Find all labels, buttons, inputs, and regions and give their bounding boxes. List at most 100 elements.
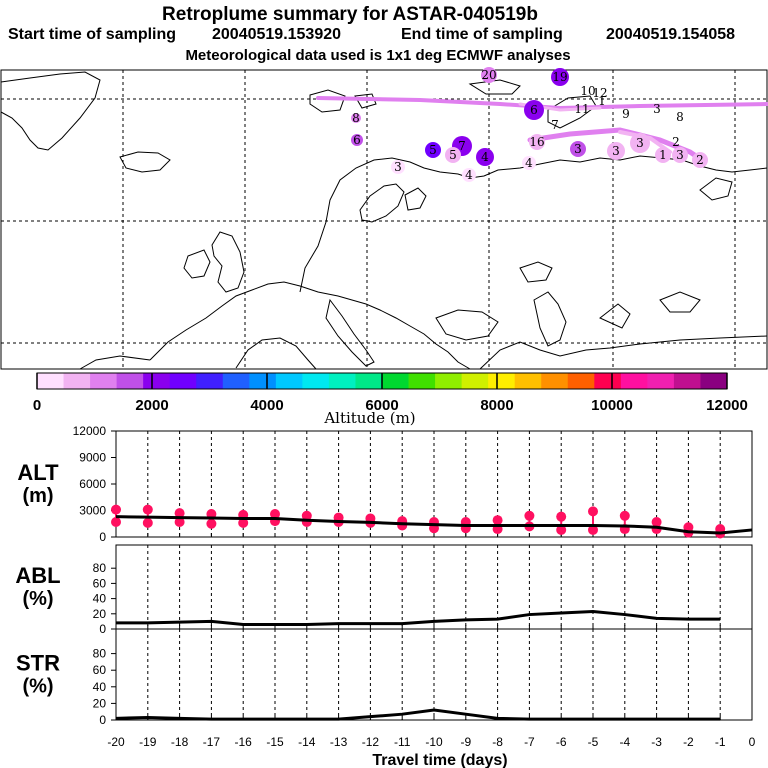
plume-day-label: 2 [696,153,704,167]
panel-y-tick-label: 0 [99,713,106,727]
plume-day-label: 3 [653,102,661,116]
plume-centroid-circle [522,156,536,170]
panel-y-tick-label: 3000 [79,504,106,518]
panel-unit-abl: (%) [22,588,53,610]
panel-unit-alt: (m) [22,485,53,507]
plume-centroid-circle [551,68,569,86]
plume-day-label: 11 [574,102,589,116]
plume-day-label: 20 [481,68,496,82]
plume-day-label: 12 [592,86,607,100]
colorbar-tick-label: 6000 [365,397,398,414]
panel-title-alt: ALT [17,460,59,485]
colorbar-swatch [461,373,489,389]
met-data-line: Meteorological data used is 1x1 deg ECMW… [185,47,570,64]
plume-centroid-circle [351,113,361,123]
plume-day-label: 6 [530,103,538,117]
panel-y-tick-label: 40 [93,592,107,606]
plume-centroid-circle [529,134,545,150]
start-time-value: 20040519.153920 [212,26,341,43]
colorbar-tick-label: 4000 [250,397,283,414]
plume-centroid-circle [425,142,441,158]
map-gridlines [1,70,767,369]
x-tick-label: -1 [715,735,726,749]
plume-centroid-circle [655,147,671,163]
x-tick-label: -8 [492,735,503,749]
colorbar-swatch [541,373,569,389]
panel-y-tick-label: 60 [93,663,107,677]
plume-day-label: 8 [352,111,360,125]
map-frame [0,69,768,370]
panel-y-tick-label: 9000 [79,451,106,465]
colorbar-swatch [382,373,410,389]
x-tick-label: -12 [362,735,380,749]
plume-centroid-circle [630,133,650,153]
plume-day-label: 4 [525,156,533,170]
plume-centroid-circle [476,148,494,166]
plume-day-label: 3 [394,160,402,174]
plume-day-label: 9 [622,107,630,121]
panel-y-tick-label: 12000 [73,424,107,438]
plume-centroid-circle [462,168,476,182]
plume-centroid-circle [391,160,405,174]
plume-day-label: 3 [636,136,644,150]
colorbar-swatch [169,373,197,389]
plume-day-label: 3 [676,148,684,162]
colorbar-swatch [408,373,436,389]
colorbar-swatch [488,373,516,389]
abl-line [116,610,721,626]
end-time-value: 20040519.154058 [606,26,735,43]
plume-day-label: 4 [465,168,473,182]
x-tick-label: -2 [683,735,694,749]
plume-day-label: 1 [659,148,667,162]
altitude-colorbar: 0 2000 4000 6000 8000 10000 12000 [33,372,748,414]
plume-centroid-circle [607,142,625,160]
colorbar-tick-label: 12000 [706,397,748,414]
panel-unit-str: (%) [22,676,53,698]
colorbar-swatch [249,373,277,389]
colorbar-swatch [328,373,356,389]
colorbar-swatch [90,373,118,389]
plume-day-label: 8 [676,110,684,124]
colorbar-label: Altitude (m) [323,409,415,427]
x-axis-title: Travel time (days) [372,752,507,768]
colorbar-tick-label: 10000 [591,397,633,414]
x-tick-label: -6 [556,735,567,749]
colorbar-swatch [222,373,250,389]
coastlines [0,71,768,370]
colorbar-swatch [673,373,701,389]
x-tick-label: -5 [588,735,599,749]
plume-centroid-circle [524,100,544,120]
colorbar-tick-label: 8000 [480,397,513,414]
plume-centroid-circle [672,147,688,163]
plume-day-label: 3 [574,142,582,156]
str-line [115,708,721,721]
x-tick-label: -9 [460,735,471,749]
plume-centroid-circle [445,147,461,163]
x-tick-label: -18 [171,735,189,749]
end-time-label: End time of sampling [401,26,563,43]
colorbar-swatch [275,373,303,389]
x-tick-label: -15 [266,735,284,749]
x-tick-label: -4 [619,735,630,749]
plume-day-label: 7 [551,118,559,132]
plume-day-label: 19 [552,70,567,84]
x-tick-label: -17 [203,735,221,749]
colorbar-swatch [37,373,65,389]
x-tick-label: -19 [139,735,157,749]
panel-title-abl: ABL [15,563,60,588]
x-tick-label: -16 [235,735,253,749]
plume-day-label: 16 [529,135,544,149]
plume-day-label: 2 [672,135,680,149]
colorbar-tick-label: 2000 [135,397,168,414]
colorbar-swatch [700,373,728,389]
panel-y-tick-label: 20 [93,607,107,621]
panel-y-tick-label: 6000 [79,477,106,491]
plume-centroid-circle [570,141,586,157]
colorbar-swatch [196,373,224,389]
x-tick-label: -13 [330,735,348,749]
x-tick-label: -3 [651,735,662,749]
colorbar-swatch [567,373,595,389]
